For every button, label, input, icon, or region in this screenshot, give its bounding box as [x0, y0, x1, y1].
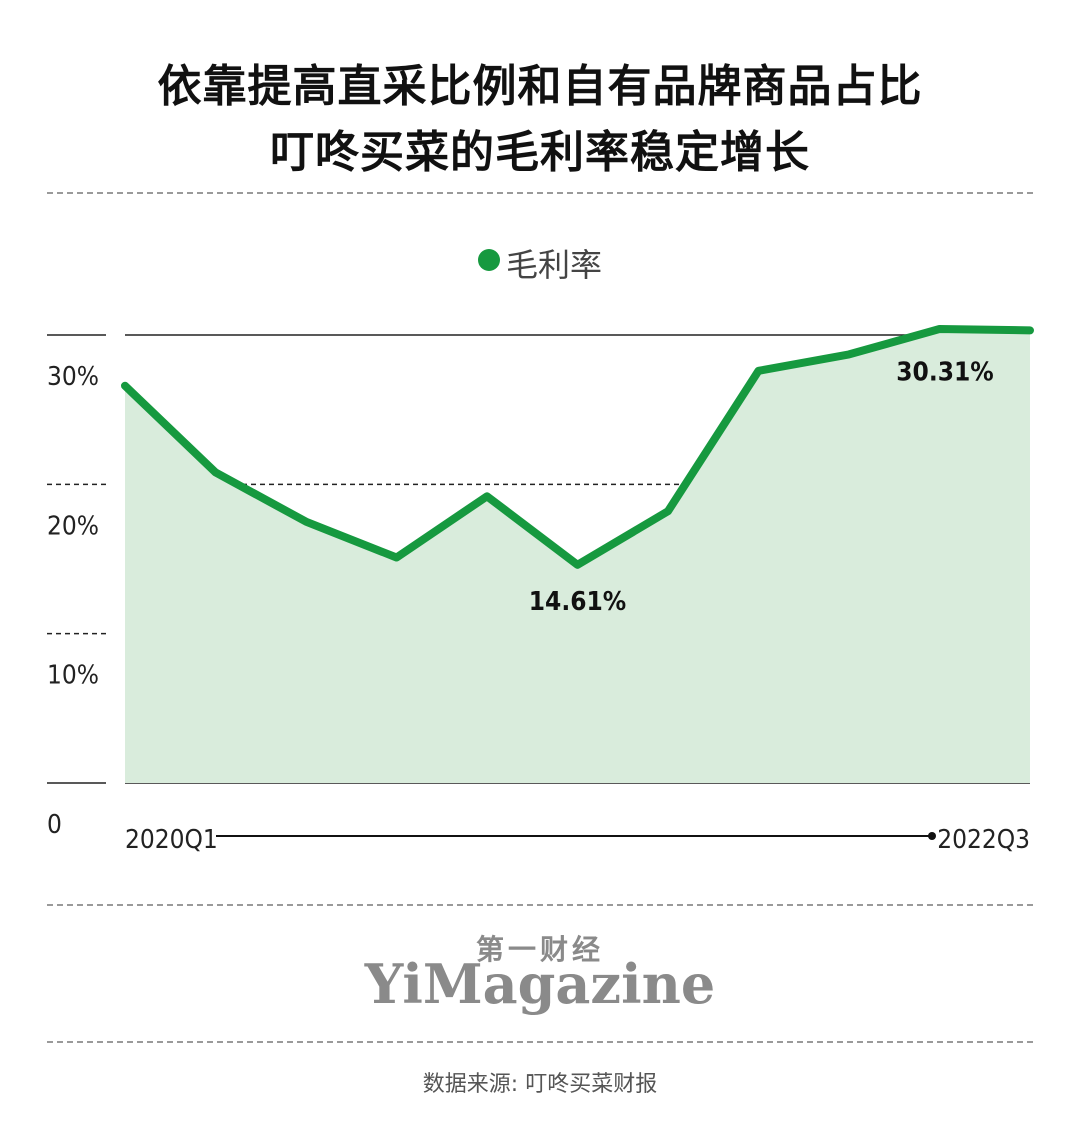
- chart-title-line-1: 依靠提高直采比例和自有品牌商品占比: [157, 61, 923, 112]
- y-tick-label: 30%: [47, 362, 99, 392]
- label-layer: 0 10% 20% 30% 14.61% 30.31% 2020Q1 2022Q3: [47, 357, 1030, 855]
- data-label: 14.61%: [529, 587, 626, 617]
- data-label: 30.31%: [896, 357, 993, 387]
- source-note: 数据来源: 叮咚买菜财报: [422, 1072, 658, 1097]
- y-tick-label: 0: [47, 810, 62, 840]
- middle-divider: [47, 904, 1033, 906]
- line-chart: 0 10% 20% 30% 14.61% 30.31% 2020Q1 2022Q3: [47, 325, 1034, 855]
- area-fill: [125, 329, 1030, 783]
- legend: 毛利率: [0, 240, 1080, 286]
- brand-logo-cn: 第一财经: [475, 933, 604, 966]
- top-divider: [47, 192, 1033, 194]
- x-start-label: 2020Q1: [125, 825, 218, 855]
- bottom-divider: [47, 1041, 1033, 1043]
- x-range-end-dot: [928, 832, 936, 840]
- series-line: [121, 325, 1034, 569]
- y-tick-label: 10%: [47, 661, 99, 691]
- y-tick-label: 20%: [47, 511, 99, 541]
- x-end-label: 2022Q3: [937, 825, 1030, 855]
- brand-logo-en: YiMagazine: [364, 952, 716, 1016]
- chart-title-line-2: 叮咚买菜的毛利率稳定增长: [270, 127, 810, 178]
- legend-label: 毛利率: [505, 246, 602, 284]
- legend-marker: [477, 249, 500, 271]
